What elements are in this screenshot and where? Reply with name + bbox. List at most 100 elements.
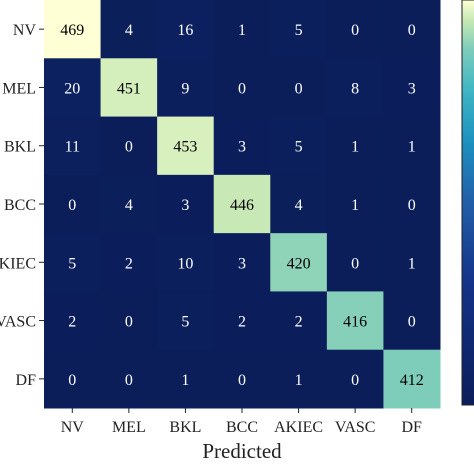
colorbar [461,0,474,406]
heatmap-cell-r2-c2 [157,116,215,176]
cell-value-r3-c2: 3 [181,197,189,214]
heatmap-cell-r5-c2 [157,291,215,351]
cell-value-r4-c5: 0 [351,255,359,272]
heatmap-cell-r0-c1 [100,0,158,59]
cell-value-r1-c6: 3 [408,80,416,97]
cell-value-r2-c1: 0 [125,139,133,156]
heatmap-cell-r4-c5 [326,233,384,292]
heatmap-cell-r6-c6 [383,349,441,409]
cell-value-r6-c4: 1 [295,372,303,389]
heatmap-cell-r1-c2 [157,58,215,118]
cell-value-r1-c5: 8 [351,80,359,97]
cell-value-r2-c3: 3 [238,139,246,156]
cell-value-r6-c2: 1 [181,372,189,389]
cell-value-r6-c1: 0 [125,372,133,389]
cell-value-r5-c6: 0 [408,314,416,331]
cell-value-r5-c4: 2 [295,314,303,331]
heatmap-cell-r0-c6 [383,0,441,59]
heatmap-cell-r2-c0 [44,116,102,176]
cell-value-r0-c6: 0 [408,22,416,39]
cell-value-r3-c0: 0 [68,197,76,214]
heatmap-cell-r2-c3 [213,116,271,176]
cell-value-r1-c0: 20 [64,80,80,97]
heatmap-cell-r6-c0 [44,349,102,409]
heatmap-cell-r0-c5 [326,0,384,59]
cell-value-r5-c5: 416 [343,314,367,331]
cell-value-r6-c5: 0 [351,372,359,389]
heatmap-cell-r6-c4 [270,349,328,409]
heatmap-cell-r2-c5 [326,116,384,176]
heatmap-cell-r5-c6 [383,291,441,351]
y-tick-label-3: BCC [4,197,36,214]
cell-value-r4-c1: 2 [125,255,133,272]
x-tick-label-3: BCC [226,419,258,436]
cell-value-r0-c4: 5 [295,22,303,39]
heatmap-cell-r1-c5 [326,58,384,118]
heatmap-cell-r3-c0 [44,174,102,234]
cell-value-r0-c3: 1 [238,22,246,39]
heatmap-cell-r1-c1 [100,58,158,118]
cell-value-r5-c2: 5 [181,314,189,331]
y-tick-label-1: MEL [2,80,36,97]
heatmap-cell-r3-c5 [326,174,384,234]
x-axis-ticks: NV MEL BKL BCC AKIEC VASC DF [61,408,422,436]
heatmap-cell-r3-c1 [100,174,158,234]
cell-value-r1-c3: 0 [238,80,246,97]
heatmap-cell-r6-c2 [157,349,215,409]
cell-value-r3-c1: 4 [125,197,133,214]
heatmap-cell-r0-c3 [213,0,271,59]
cell-value-r1-c1: 451 [117,80,141,97]
heatmap-cell-r3-c4 [270,174,328,234]
heatmap-cell-r3-c3 [213,174,271,234]
heatmap-cell-r4-c2 [157,233,215,292]
heatmap-cell-r4-c1 [100,233,158,292]
cell-value-r1-c2: 9 [181,80,189,97]
y-tick-label-5: VASC [0,314,36,331]
heatmap-cell-r5-c0 [44,291,102,351]
cell-value-r2-c2: 453 [173,139,197,156]
y-axis-ticks: NV MEL BKL BCC AKIEC VASC DF [0,22,44,389]
x-axis-label: Predicted [202,439,282,463]
cell-value-r2-c0: 11 [65,139,80,156]
heatmap-cell-r1-c0 [44,58,102,118]
cell-value-r0-c2: 16 [177,22,193,39]
x-tick-label-0: NV [61,419,85,436]
cell-value-r5-c1: 0 [125,314,133,331]
x-tick-label-4: AKIEC [274,419,323,436]
heatmap-cell-r2-c6 [383,116,441,176]
cell-value-r0-c5: 0 [351,22,359,39]
cell-value-r4-c4: 420 [287,255,311,272]
cell-value-r4-c2: 10 [177,255,193,272]
heatmap-cell-r1-c4 [270,58,328,118]
cell-value-r1-c4: 0 [295,80,303,97]
heatmap-cell-r0-c4 [270,0,328,59]
heatmap-cell-r6-c1 [100,349,158,409]
x-tick-label-5: VASC [335,419,376,436]
cell-value-r6-c6: 412 [400,372,424,389]
heatmap-cell-r3-c6 [383,174,441,234]
heatmap-cell-r6-c3 [213,349,271,409]
x-tick-label-2: BKL [169,419,201,436]
heatmap-cell-r2-c1 [100,116,158,176]
cell-value-r3-c3: 446 [230,197,254,214]
heatmap-cell-r4-c4 [270,233,328,292]
heatmap-cell-r4-c3 [213,233,271,292]
y-tick-label-0: NV [13,22,37,39]
cell-value-r2-c5: 1 [351,139,359,156]
cell-value-r5-c0: 2 [68,314,76,331]
cell-value-r0-c0: 469 [60,22,84,39]
y-tick-label-6: DF [16,372,37,389]
heatmap-cell-r1-c6 [383,58,441,118]
heatmap-cell-r5-c3 [213,291,271,351]
heatmap-cell-r1-c3 [213,58,271,118]
heatmap-cell-r3-c2 [157,174,215,234]
cell-value-r2-c6: 1 [408,139,416,156]
cell-value-r3-c5: 1 [351,197,359,214]
y-tick-label-4: AKIEC [0,255,36,272]
cell-value-r4-c0: 5 [68,255,76,272]
cell-value-r6-c3: 0 [238,372,246,389]
heatmap-cell-r5-c4 [270,291,328,351]
heatmap-cell-r4-c6 [383,233,441,292]
cell-value-r5-c3: 2 [238,314,246,331]
